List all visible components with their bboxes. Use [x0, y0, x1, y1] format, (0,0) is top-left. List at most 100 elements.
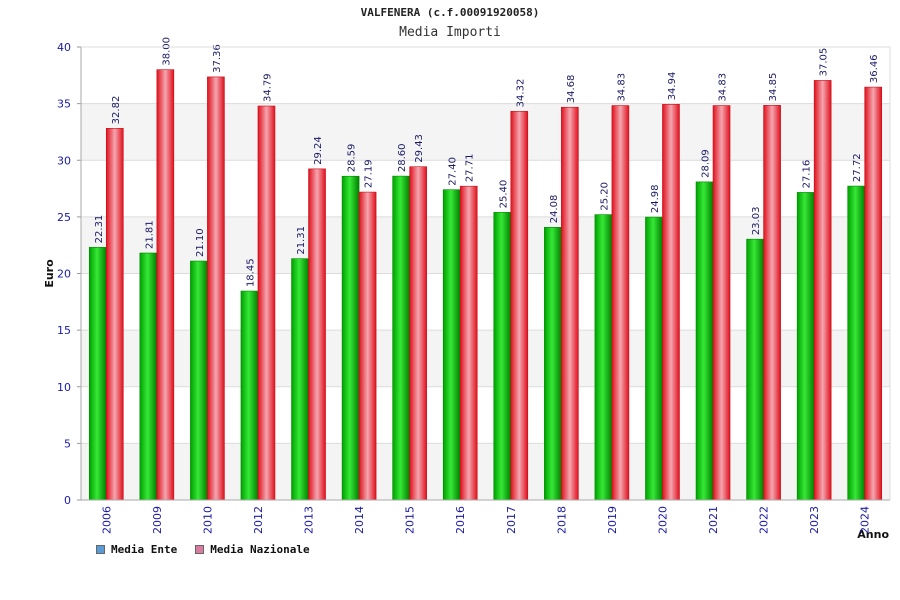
- value-label-media-nazionale: 34.79: [262, 73, 273, 102]
- value-label-media-nazionale: 34.83: [616, 73, 627, 102]
- y-tick-label: 20: [57, 268, 71, 281]
- bar-media-ente: [341, 175, 360, 501]
- value-label-media-ente: 28.09: [701, 149, 712, 178]
- legend-swatch-media-ente: [96, 545, 105, 554]
- bar-media-nazionale: [561, 106, 579, 501]
- value-label-media-nazionale: 34.83: [718, 73, 729, 102]
- bar-media-nazionale: [358, 191, 377, 501]
- y-tick-label: 35: [57, 98, 71, 111]
- value-label-media-nazionale: 29.43: [414, 134, 425, 163]
- x-tick-label: 2014: [353, 506, 366, 534]
- value-label-media-nazionale: 34.94: [667, 72, 678, 101]
- value-label-media-ente: 27.72: [852, 153, 863, 182]
- value-label-media-nazionale: 36.46: [869, 54, 880, 83]
- x-tick-label: 2010: [201, 506, 214, 534]
- value-label-media-nazionale: 27.71: [465, 154, 476, 183]
- value-label-media-nazionale: 37.36: [212, 44, 223, 73]
- y-tick-label: 10: [57, 381, 71, 394]
- x-tick-label: 2023: [808, 506, 821, 534]
- y-tick-label: 40: [57, 41, 71, 54]
- x-tick-label: 2017: [505, 506, 518, 534]
- chart-legend: Media Ente Media Nazionale: [96, 543, 310, 556]
- value-label-media-nazionale: 34.32: [515, 79, 526, 108]
- legend-label-media-ente: Media Ente: [111, 543, 178, 556]
- legend-swatch-media-nazionale: [195, 545, 205, 554]
- x-tick-label: 2021: [707, 506, 720, 534]
- legend-item-media-nazionale: Media Nazionale: [195, 543, 310, 556]
- x-tick-label: 2015: [404, 506, 417, 534]
- bar-media-ente: [695, 181, 714, 501]
- x-tick-label: 2012: [252, 506, 265, 534]
- x-tick-label: 2020: [656, 506, 669, 534]
- bar-media-nazionale: [611, 105, 630, 501]
- value-label-media-ente: 24.98: [650, 184, 661, 213]
- value-label-media-nazionale: 29.24: [313, 136, 324, 165]
- bar-media-nazionale: [257, 105, 276, 501]
- value-label-media-ente: 25.20: [599, 182, 610, 211]
- y-tick-label: 5: [64, 437, 71, 450]
- x-tick-label: 2018: [555, 506, 568, 534]
- value-label-media-ente: 23.03: [751, 207, 762, 236]
- legend-label-media-nazionale: Media Nazionale: [210, 543, 310, 556]
- y-tick-label: 25: [57, 211, 71, 224]
- x-tick-label: 2013: [303, 506, 316, 534]
- value-label-media-ente: 27.40: [448, 157, 459, 186]
- x-tick-label: 2016: [454, 506, 467, 534]
- value-label-media-ente: 22.31: [94, 215, 105, 244]
- bar-media-ente: [88, 247, 107, 501]
- chart-title: VALFENERA (c.f.00091920058): [360, 6, 540, 19]
- bar-media-ente: [645, 216, 663, 501]
- bar-media-ente: [746, 238, 764, 501]
- bar-media-nazionale: [308, 168, 326, 501]
- y-tick-label: 30: [57, 154, 71, 167]
- x-tick-label: 2009: [151, 506, 164, 534]
- y-tick-label: 15: [57, 324, 71, 337]
- bar-media-ente: [847, 185, 866, 501]
- y-axis-title: Euro: [43, 259, 56, 288]
- x-tick-label: 2019: [606, 506, 619, 534]
- bar-media-nazionale: [207, 76, 225, 501]
- bar-media-ente: [240, 290, 259, 501]
- value-label-media-nazionale: 34.85: [768, 73, 779, 102]
- bar-media-nazionale: [156, 69, 175, 501]
- bar-media-nazionale: [712, 105, 731, 501]
- bar-media-nazionale: [105, 128, 124, 501]
- bar-media-nazionale: [813, 80, 832, 501]
- bar-media-nazionale: [459, 185, 478, 501]
- x-axis-title: Anno: [857, 528, 889, 541]
- value-label-media-ente: 27.16: [802, 160, 813, 189]
- value-label-media-nazionale: 38.00: [161, 37, 172, 66]
- bar-media-ente: [594, 214, 613, 501]
- bar-media-nazionale: [763, 105, 781, 501]
- value-label-media-ente: 28.60: [397, 143, 408, 172]
- value-label-media-ente: 21.10: [195, 228, 206, 257]
- value-label-media-nazionale: 34.68: [566, 75, 577, 104]
- chart-subtitle: Media Importi: [399, 25, 501, 40]
- value-label-media-nazionale: 37.05: [819, 48, 830, 77]
- value-label-media-ente: 28.59: [347, 144, 358, 173]
- bar-media-ente: [392, 175, 410, 501]
- value-label-media-nazionale: 27.19: [364, 159, 375, 188]
- value-label-media-nazionale: 32.82: [111, 96, 122, 125]
- value-label-media-ente: 21.81: [144, 220, 155, 249]
- bar-media-nazionale: [662, 104, 680, 501]
- bar-media-ente: [442, 189, 461, 501]
- bar-media-ente: [139, 252, 158, 501]
- bar-media-ente: [493, 212, 512, 501]
- x-tick-label: 2006: [100, 506, 113, 534]
- value-label-media-ente: 24.08: [549, 195, 560, 224]
- bar-media-nazionale: [864, 86, 883, 501]
- y-tick-label: 0: [64, 494, 71, 507]
- bar-media-ente: [190, 260, 208, 501]
- value-label-media-ente: 21.31: [296, 226, 307, 255]
- bar-media-nazionale: [409, 166, 427, 501]
- bar-media-ente: [544, 226, 562, 501]
- bar-media-nazionale: [510, 111, 529, 501]
- x-tick-label: 2022: [758, 506, 771, 534]
- bar-media-ente: [796, 192, 815, 501]
- legend-item-media-ente: Media Ente: [96, 543, 177, 556]
- value-label-media-ente: 25.40: [498, 180, 509, 209]
- value-label-media-ente: 18.45: [245, 258, 256, 287]
